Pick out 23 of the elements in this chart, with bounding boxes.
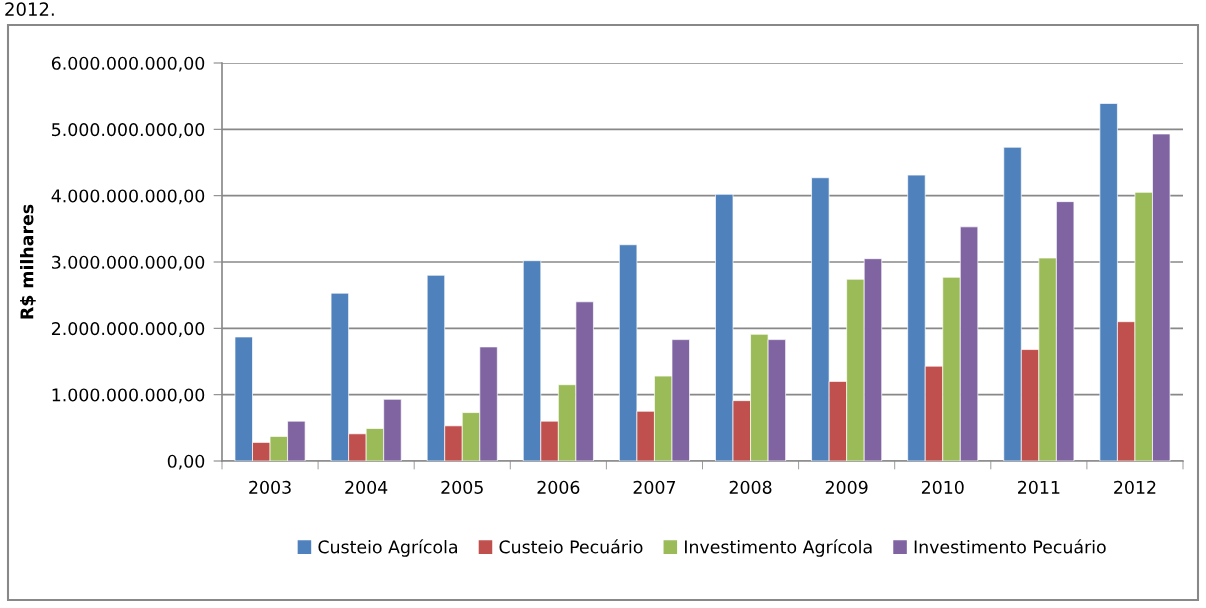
x-tick-label: 2003 [249, 480, 291, 494]
x-tick-label: 2011 [1018, 480, 1060, 494]
y-axis-title: R$ milhares [20, 204, 36, 319]
y-tick-label: 2.000.000.000,00 [51, 322, 205, 337]
y-tick-label: 0,00 [167, 454, 205, 470]
y-tick-label: 3.000.000.000,00 [52, 255, 205, 271]
y-tick-label: 5.000.000.000,00 [52, 123, 205, 138]
x-tick-label: 2010 [921, 480, 964, 494]
legend-label: Custeio Pecuário [499, 539, 643, 554]
y-tick-label: 6.000.000.000,00 [51, 56, 205, 72]
legend-label: Custeio Agrícola [318, 539, 457, 557]
legend-label: Investimento Pecuário [914, 539, 1106, 554]
x-tick-label: 2006 [537, 480, 580, 494]
x-tick-label: 2004 [345, 480, 388, 494]
x-tick-label: 2012 [1114, 480, 1156, 494]
x-tick-label: 2009 [825, 480, 868, 494]
x-tick-label: 2005 [441, 480, 483, 494]
y-tick-label: 1.000.000.000,00 [52, 388, 205, 404]
x-tick-label: 2008 [729, 480, 772, 494]
text: 2012. [5, 2, 54, 16]
legend-label: Investimento Agrícola [685, 539, 872, 557]
x-tick-label: 2007 [633, 480, 676, 494]
y-tick-label: 4.000.000.000,00 [51, 189, 205, 205]
